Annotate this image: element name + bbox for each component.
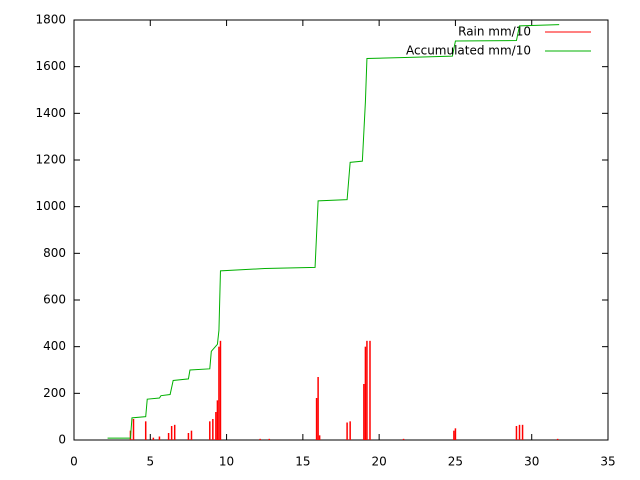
legend-label: Rain mm/10 [458,25,531,39]
y-tick-label: 400 [43,339,66,353]
legend-label: Accumulated mm/10 [406,44,531,58]
y-tick-label: 1800 [35,13,66,27]
x-tick-label: 0 [70,455,78,469]
x-tick-label: 5 [146,455,154,469]
x-tick-label: 10 [219,455,234,469]
y-tick-label: 1200 [35,153,66,167]
accumulated-line [107,24,560,439]
y-tick-label: 200 [43,386,66,400]
x-tick-label: 15 [295,455,310,469]
y-tick-label: 1600 [35,59,66,73]
y-tick-label: 1000 [35,199,66,213]
plot-border [73,19,609,441]
y-tick-label: 800 [43,246,66,260]
y-tick-label: 1400 [35,106,66,120]
x-tick-label: 25 [448,455,463,469]
x-tick-label: 35 [600,455,615,469]
x-tick-label: 20 [372,455,387,469]
x-tick-label: 30 [524,455,539,469]
y-tick-label: 600 [43,293,66,307]
y-tick-label: 0 [58,433,66,447]
